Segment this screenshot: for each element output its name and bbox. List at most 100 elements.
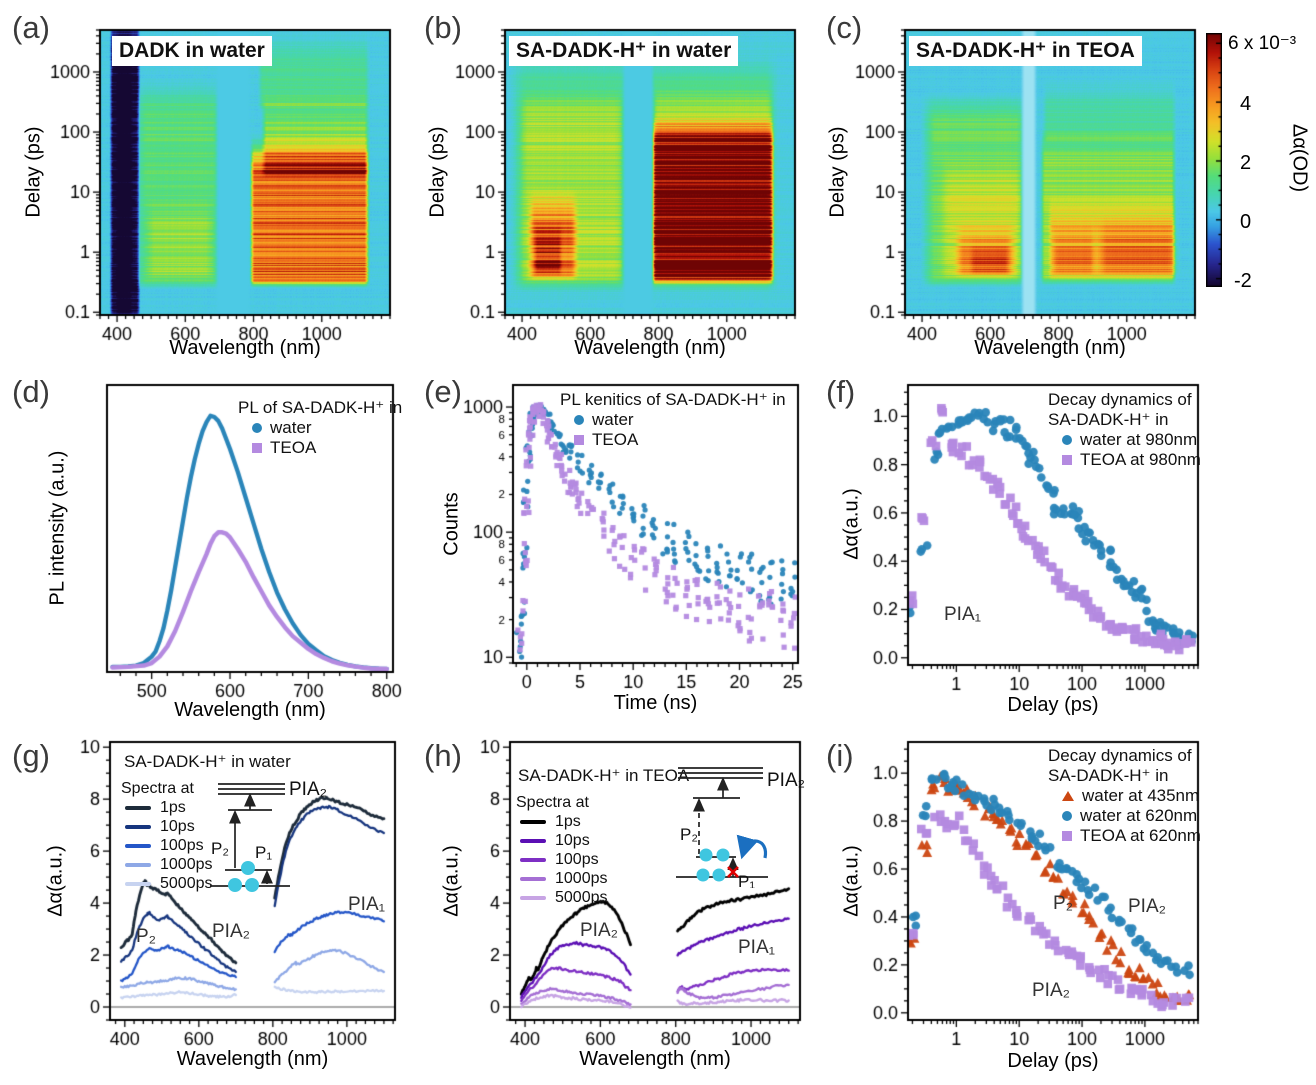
legend-e-water: water — [560, 410, 786, 430]
legend-g-10ps: 10ps — [160, 818, 195, 835]
teoa-marker-icon — [252, 443, 262, 453]
inset-pia2-label: PIA₂ — [767, 770, 805, 791]
legend-g-1ps: 1ps — [160, 799, 186, 816]
legend-i-435-label: water at 435nm — [1082, 786, 1200, 805]
annotation-pia1-f: PIA₁ — [944, 604, 982, 625]
heatmap-a-title: DADK in water — [112, 36, 272, 66]
legend-h-title: Spectra at — [516, 794, 589, 811]
electron-icon — [716, 848, 730, 862]
pl-kinetics-canvas — [451, 373, 812, 703]
legend-d: PL of SA-DADK-H⁺ in water TEOA — [238, 398, 402, 458]
teoa-marker-icon — [574, 435, 584, 445]
heatmap-c-canvas — [843, 18, 1209, 355]
legend-f-teoa: TEOA at 980nm — [1048, 450, 1201, 470]
legend-d-teoa-label: TEOA — [270, 438, 317, 457]
water-435-marker-icon — [1062, 791, 1074, 801]
ylabel-c: Delay (ps) — [826, 126, 849, 218]
legend-h-5000ps: 5000ps — [555, 889, 608, 906]
annotation-pia2-right-i: PIA₂ — [1128, 896, 1166, 917]
pia2-levels-icon — [678, 767, 763, 779]
inset-p2-label: P₂ — [211, 839, 229, 858]
annotation-pia2-h: PIA₂ — [580, 920, 618, 941]
legend-d-water: water — [238, 418, 402, 438]
legend-h-1ps: 1ps — [555, 813, 581, 830]
legend-g-5000ps: 5000ps — [160, 875, 213, 892]
line-1ps-icon — [125, 805, 151, 810]
legend-i-435: water at 435nm — [1048, 786, 1201, 806]
electron-transfer-arrow-icon — [736, 834, 768, 860]
electron-icon — [241, 861, 255, 875]
water-marker-icon — [252, 423, 262, 433]
heatmap-c-title: SA-DADK-H⁺ in TEOA — [909, 36, 1142, 66]
colorbar-canvas — [1206, 33, 1222, 287]
xlabel-c: Wavelength (nm) — [974, 337, 1126, 359]
xlabel-i: Delay (ps) — [1007, 1050, 1099, 1072]
legend-d-title: PL of SA-DADK-H⁺ in — [238, 398, 403, 417]
ylabel-a: Delay (ps) — [22, 126, 45, 218]
legend-f-water-label: water at 980nm — [1080, 430, 1198, 449]
legend-g-title: Spectra at — [121, 780, 194, 797]
legend-i: Decay dynamics of SA-DADK-H⁺ in water at… — [1048, 746, 1201, 846]
panel-g-title: SA-DADK-H⁺ in water — [124, 752, 291, 771]
legend-i-620t: TEOA at 620nm — [1048, 826, 1201, 846]
heatmap-b-title: SA-DADK-H⁺ in water — [509, 36, 739, 66]
annotation-pia1-g: PIA₁ — [348, 894, 386, 915]
legend-i-620w: water at 620nm — [1048, 806, 1201, 826]
spectra-teoa-canvas — [448, 730, 814, 1060]
legend-h-10ps: 10ps — [555, 832, 590, 849]
xlabel-f: Delay (ps) — [1007, 694, 1099, 716]
panel-h-title: SA-DADK-H⁺ in TEOA — [518, 766, 690, 785]
pia2-levels-icon — [218, 783, 285, 795]
teoa-980-marker-icon — [1062, 455, 1072, 465]
water-marker-icon — [574, 415, 584, 425]
heatmap-a-canvas — [38, 18, 404, 355]
annotation-pia2-g: PIA₂ — [212, 921, 250, 942]
heatmap-b-canvas — [443, 18, 809, 355]
electron-icon — [228, 878, 242, 892]
panel-letter-d: (d) — [12, 374, 50, 409]
line-10ps-icon — [520, 838, 546, 843]
legend-g-100ps: 100ps — [160, 837, 204, 854]
legend-e-title: PL kenitics of SA-DADK-H⁺ in — [560, 390, 786, 409]
annotation-pia1-h: PIA₁ — [738, 937, 776, 958]
electron-icon — [696, 868, 710, 882]
xlabel-g: Wavelength (nm) — [176, 1048, 329, 1070]
xlabel-d: Wavelength (nm) — [174, 699, 326, 721]
energy-diagram-teoa: P₂ P₁ PIA₂ — [676, 767, 805, 888]
colorbar-tick-neg2: -2 — [1234, 270, 1252, 292]
ylabel-b: Delay (ps) — [426, 126, 449, 218]
ylabel-e: Counts — [440, 492, 463, 556]
legend-e: PL kenitics of SA-DADK-H⁺ in water TEOA — [560, 390, 786, 450]
ylabel-f: Δα(a.u.) — [840, 488, 863, 560]
ylabel-h: Δα(a.u.) — [440, 845, 463, 917]
ylabel-i: Δα(a.u.) — [840, 845, 863, 917]
legend-d-water-label: water — [270, 418, 312, 437]
xlabel-h: Wavelength (nm) — [579, 1048, 731, 1070]
legend-f: Decay dynamics of SA-DADK-H⁺ in water at… — [1048, 390, 1201, 470]
line-1ps-icon — [520, 819, 546, 824]
electron-icon — [699, 848, 713, 862]
blocked-x-icon — [727, 866, 739, 878]
legend-d-teoa: TEOA — [238, 438, 402, 458]
decay-620nm-canvas — [846, 730, 1212, 1060]
line-100ps-icon — [125, 843, 151, 848]
colorbar-top-label: 6 x 10⁻³ — [1228, 33, 1297, 54]
legend-f-title2: SA-DADK-H⁺ in — [1048, 410, 1169, 429]
inset-pia2-label: PIA₂ — [289, 779, 327, 800]
electron-icon — [245, 878, 259, 892]
line-1000ps-icon — [125, 862, 151, 867]
electron-icon — [712, 868, 726, 882]
pl-spectra-canvas — [45, 373, 407, 712]
legend-i-620w-label: water at 620nm — [1080, 806, 1198, 825]
line-10ps-icon — [125, 824, 151, 829]
legend-e-teoa: TEOA — [560, 430, 786, 450]
teoa-620-marker-icon — [1062, 831, 1072, 841]
decay-980nm-canvas — [846, 373, 1212, 705]
legend-g: Spectra at 1ps 10ps 100ps 1000ps 5000ps — [121, 779, 213, 893]
annotation-p2-g: P₂ — [136, 926, 157, 947]
xlabel-b: Wavelength (nm) — [574, 337, 726, 359]
annotation-p2-i: P₂ — [1053, 893, 1074, 914]
legend-f-title1: Decay dynamics of — [1048, 390, 1192, 409]
water-980-marker-icon — [1062, 435, 1072, 445]
